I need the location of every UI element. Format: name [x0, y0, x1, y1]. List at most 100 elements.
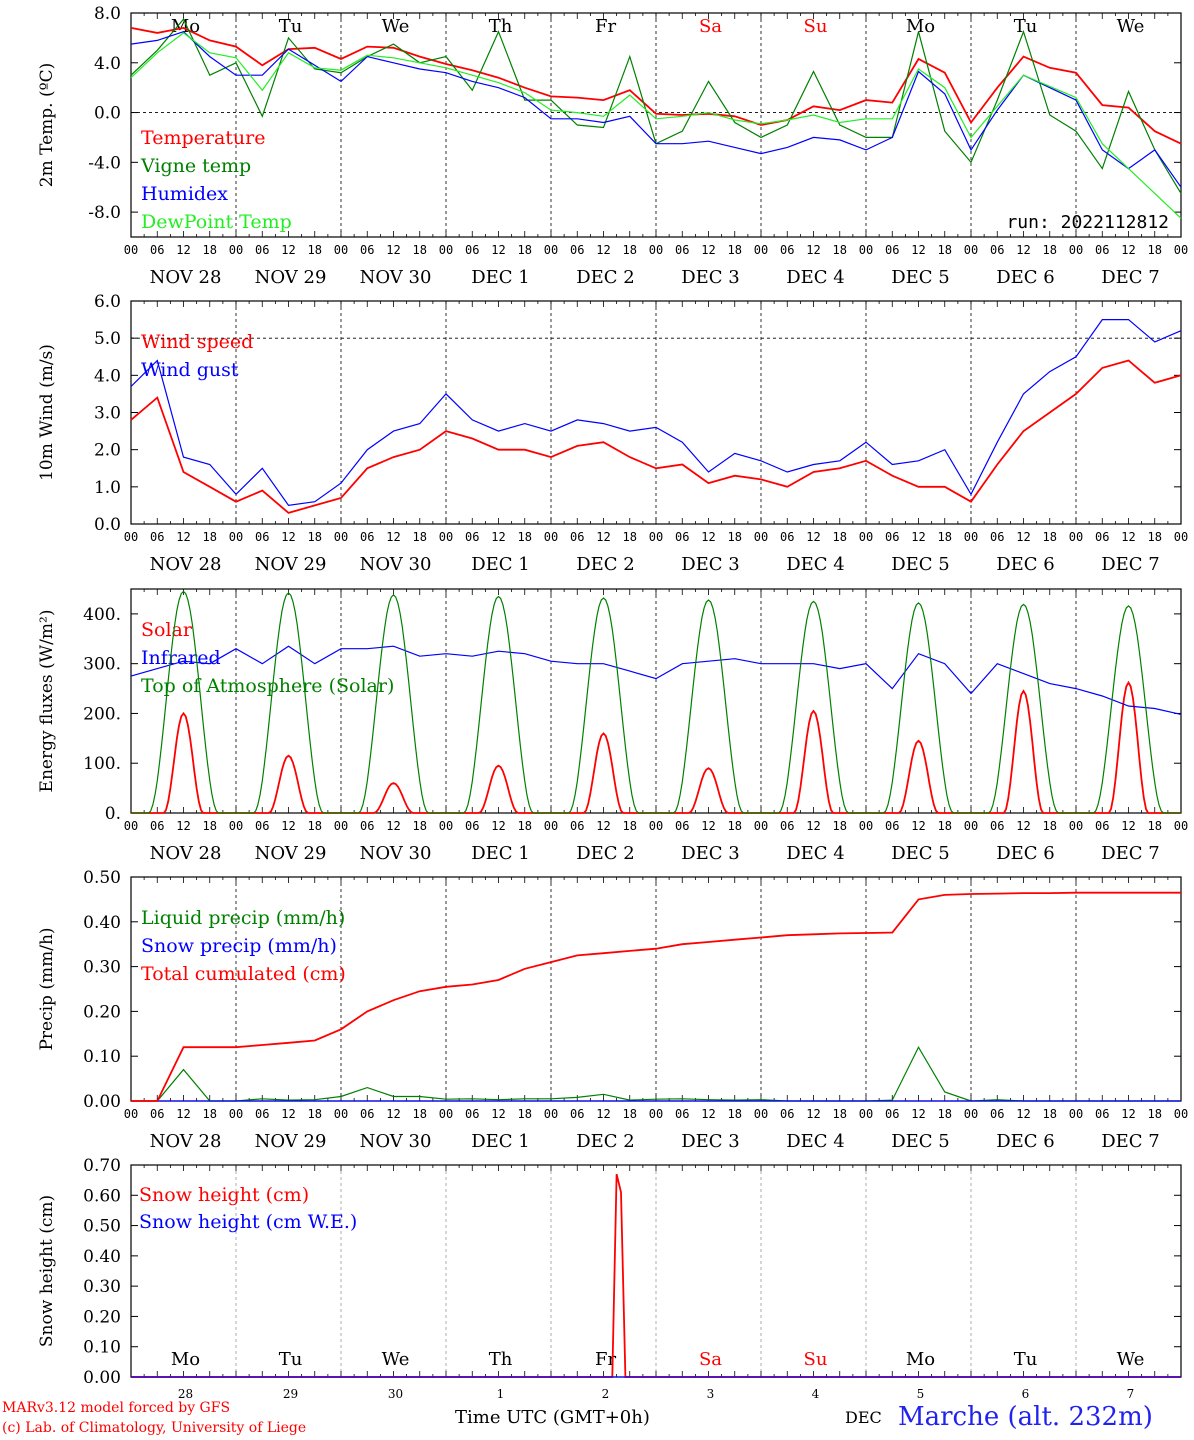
y-tick-label: 0.00 [83, 1368, 121, 1388]
hour-label: 06 [360, 243, 374, 257]
date-label: DEC 3 [681, 554, 740, 575]
hour-label: 00 [859, 1107, 873, 1121]
y-tick-label: 400. [83, 605, 121, 625]
day-number-label: 5 [917, 1387, 925, 1400]
day-number-label: 29 [283, 1387, 298, 1400]
day-name-label: We [382, 1349, 410, 1370]
hour-label: 12 [806, 530, 820, 544]
date-label: DEC 1 [471, 554, 530, 575]
hour-label: 18 [833, 1107, 847, 1121]
series-line-4-3 [131, 891, 1181, 1102]
hour-label: 06 [465, 819, 479, 833]
y-tick-label: 0.40 [83, 913, 121, 933]
hour-label: 06 [675, 819, 689, 833]
hour-label: 06 [1095, 1107, 1109, 1121]
date-label: DEC 1 [471, 267, 530, 288]
hour-label: 06 [255, 819, 269, 833]
day-name-label: Sa [699, 1349, 722, 1370]
date-label: DEC 5 [891, 267, 950, 288]
day-number-label: 30 [388, 1387, 403, 1400]
hour-label: 18 [308, 1107, 322, 1121]
y-tick-label: 0.50 [83, 868, 121, 888]
hour-label: 12 [1121, 819, 1135, 833]
hour-label: 06 [150, 1107, 164, 1121]
hour-label: 12 [1016, 1107, 1030, 1121]
hour-label: 00 [124, 243, 138, 257]
hour-label: 12 [596, 1107, 610, 1121]
hour-label: 12 [701, 819, 715, 833]
hour-label: 00 [649, 819, 663, 833]
date-label: NOV 28 [150, 1131, 222, 1152]
legend-entry: Total cumulated (cm) [141, 963, 346, 985]
hour-label: 12 [1016, 819, 1030, 833]
hour-label: 00 [1174, 819, 1188, 833]
hour-label: 18 [308, 243, 322, 257]
hour-label: 18 [728, 243, 742, 257]
date-label: DEC 4 [786, 267, 845, 288]
hour-label: 12 [911, 243, 925, 257]
hour-label: 00 [1069, 530, 1083, 544]
legend-entry: Wind speed [141, 331, 253, 353]
run-annotation: run: 2022112812 [1006, 212, 1169, 233]
y-tick-label: 100. [83, 754, 121, 774]
hour-label: 18 [203, 1107, 217, 1121]
hour-label: 00 [754, 243, 768, 257]
date-label: DEC 5 [891, 843, 950, 864]
y-tick-label: 3.0 [94, 404, 121, 424]
y-tick-label: -8.0 [88, 203, 121, 223]
date-label: NOV 30 [360, 1131, 432, 1152]
hour-label: 12 [386, 1107, 400, 1121]
panel-frame [130, 12, 1182, 238]
hour-label: 06 [465, 530, 479, 544]
hour-label: 06 [150, 530, 164, 544]
hour-label: 18 [518, 243, 532, 257]
y-axis-label: Precip (mm/h) [37, 927, 57, 1050]
hour-label: 00 [754, 1107, 768, 1121]
hour-label: 12 [1016, 530, 1030, 544]
y-tick-label: 0.10 [83, 1338, 121, 1358]
hour-label: 00 [964, 1107, 978, 1121]
day-name-label: Su [804, 1349, 828, 1370]
hour-label: 18 [518, 530, 532, 544]
y-tick-label: 300. [83, 655, 121, 675]
hour-label: 18 [938, 819, 952, 833]
hour-label: 06 [570, 1107, 584, 1121]
y-tick-label: -4.0 [88, 153, 121, 173]
day-number-label: 2 [602, 1387, 610, 1400]
date-label: DEC 2 [576, 843, 635, 864]
hour-label: 06 [465, 243, 479, 257]
hour-label: 00 [649, 530, 663, 544]
hour-label: 00 [1069, 243, 1083, 257]
hour-label: 00 [544, 1107, 558, 1121]
hour-label: 06 [255, 1107, 269, 1121]
legend-entry: Top of Atmosphere (Solar) [141, 675, 394, 697]
hour-label: 18 [1148, 819, 1162, 833]
hour-label: 12 [386, 530, 400, 544]
y-tick-label: 6.0 [94, 292, 121, 312]
y-tick-label: 0.10 [83, 1047, 121, 1067]
hour-label: 18 [413, 530, 427, 544]
y-tick-label: 0.30 [83, 1277, 121, 1297]
series-line-1-3 [130, 31, 1182, 188]
hour-label: 12 [281, 1107, 295, 1121]
date-label: DEC 3 [681, 1131, 740, 1152]
y-tick-label: 0.20 [83, 1307, 121, 1327]
day-name-label: Tu [1014, 1349, 1038, 1370]
date-label: NOV 30 [360, 267, 432, 288]
hour-label: 06 [360, 530, 374, 544]
date-label: NOV 30 [360, 554, 432, 575]
legend-entry: Infrared [141, 647, 221, 669]
legend-entry: Solar [141, 619, 193, 641]
day-name-label: Mo [906, 16, 935, 37]
date-label: DEC 3 [681, 843, 740, 864]
hour-label: 12 [806, 243, 820, 257]
day-name-label: Fr [595, 1349, 616, 1370]
lab-credit: (c) Lab. of Climatology, University of L… [2, 1420, 307, 1436]
date-label: DEC 4 [786, 843, 845, 864]
date-label: NOV 28 [150, 554, 222, 575]
legend-entry: Wind gust [141, 359, 239, 381]
hour-label: 00 [754, 819, 768, 833]
y-tick-label: 1.0 [94, 478, 121, 498]
day-number-label: 3 [707, 1387, 715, 1400]
date-label: DEC 7 [1101, 267, 1160, 288]
